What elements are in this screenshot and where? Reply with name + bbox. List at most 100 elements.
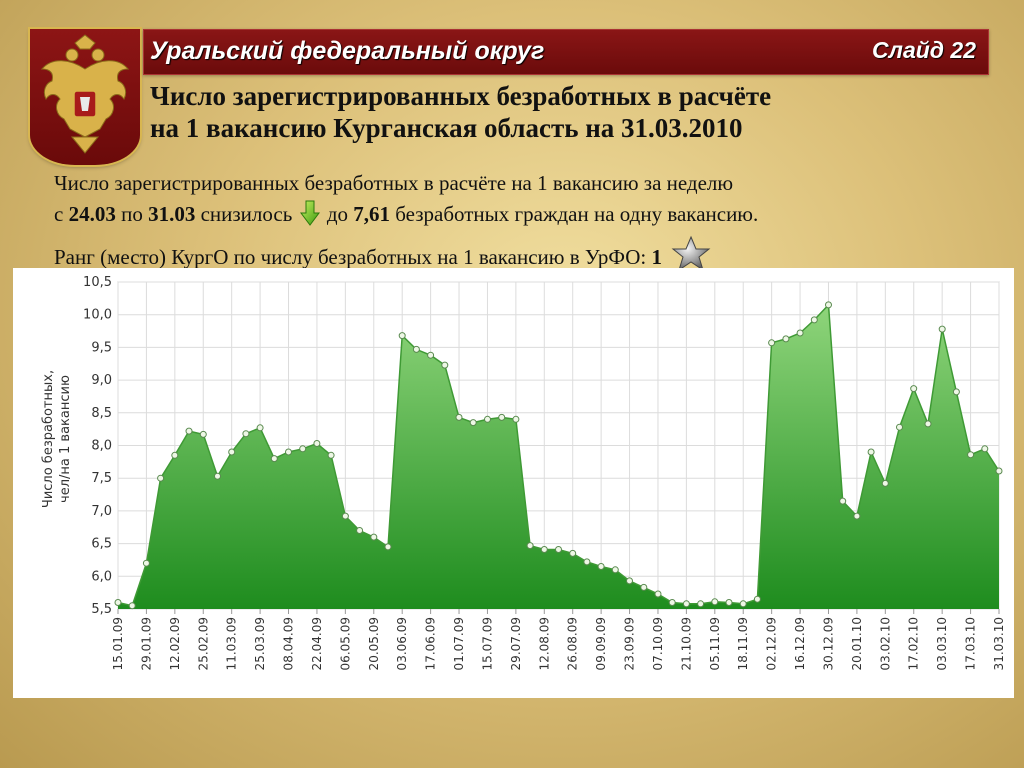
data-point (441, 361, 449, 369)
x-tick-label: 26.08.09 (566, 617, 580, 670)
data-point (341, 512, 349, 520)
data-point (327, 451, 335, 459)
x-tick-label: 05.11.09 (708, 617, 722, 670)
x-tick-label: 09.09.09 (594, 617, 608, 670)
data-point (398, 332, 406, 340)
unemployment-area-chart: 5,5 6,0 6,5 7,0 7,5 8,0 8,5 9,0 9,5 10,0 10,5 15.01… (83, 275, 1006, 670)
x-tick-label: 22.04.09 (310, 617, 324, 670)
data-point (682, 600, 690, 608)
data-point (157, 474, 165, 482)
data-point (199, 430, 207, 438)
chart-panel: Число безработных, чел/на 1 вакансию 5,5… (13, 268, 1014, 698)
data-point (128, 602, 136, 610)
data-point (569, 549, 577, 557)
data-point (654, 590, 662, 598)
double-headed-eagle-icon (40, 34, 130, 154)
y-tick-label: 10,5 (83, 275, 112, 290)
value-suffix: безработных граждан на одну вакансию. (395, 202, 759, 226)
data-point (952, 388, 960, 396)
y-tick-label: 8,0 (91, 439, 112, 454)
x-tick-label: 03.02.10 (878, 617, 892, 670)
y-tick-label: 5,5 (91, 602, 112, 617)
summary-line2: с 24.03 по 31.03 снизилось до 7,61 безра… (54, 199, 954, 235)
data-point (228, 448, 236, 456)
data-point (142, 559, 150, 567)
data-point (881, 479, 889, 487)
data-point (825, 301, 832, 309)
x-tick-label: 15.01.09 (111, 617, 125, 670)
page-title-line1: Число зарегистрированных безработных в р… (150, 81, 772, 111)
star-icon (671, 235, 711, 282)
x-tick-label: 08.04.09 (282, 617, 296, 670)
data-point (512, 415, 520, 423)
data-point (697, 600, 705, 608)
current-value: 7,61 (353, 202, 390, 226)
data-point (214, 472, 221, 480)
data-point (469, 419, 477, 427)
data-point (484, 415, 491, 423)
data-point (711, 598, 719, 606)
data-point (370, 533, 378, 541)
data-point (583, 558, 591, 566)
x-tick-label: 12.02.09 (168, 617, 182, 670)
x-tick-label: 17.06.09 (424, 617, 438, 670)
data-point (967, 451, 975, 459)
data-point (299, 445, 307, 453)
x-tick-label: 15.07.09 (480, 617, 494, 670)
x-tick-label: 17.02.10 (907, 617, 921, 670)
data-point (640, 583, 648, 591)
page-title: Число зарегистрированных безработных в р… (150, 80, 950, 144)
x-tick-label: 29.07.09 (509, 617, 523, 670)
x-tick-label: 20.05.09 (367, 617, 381, 670)
data-point (242, 430, 250, 438)
data-point (313, 440, 321, 447)
summary-line3: Ранг (место) КургО по числу безработных … (54, 235, 954, 282)
data-point (427, 351, 435, 359)
x-tick-label: 07.10.09 (651, 617, 665, 670)
x-tick-label: 29.01.09 (139, 617, 153, 670)
x-tick-label: 03.03.10 (935, 617, 949, 670)
data-point (498, 413, 506, 421)
y-tick-label: 9,0 (91, 373, 112, 388)
data-point (810, 316, 818, 324)
x-tick-label: 31.03.10 (992, 617, 1006, 670)
summary-line1: Число зарегистрированных безработных в р… (54, 171, 734, 195)
to-word: до (326, 202, 348, 226)
x-tick-label: 30.12.09 (821, 617, 835, 670)
page-title-line2: на 1 вакансию Курганская область на 31.0… (150, 113, 743, 143)
header-banner: Уральский федеральный округ Слайд 22 (143, 29, 989, 75)
data-point (995, 467, 1003, 475)
x-tick-label: 18.11.09 (736, 617, 750, 670)
x-tick-label: 03.06.09 (395, 617, 409, 670)
data-point (356, 527, 364, 534)
from-prefix: с (54, 202, 64, 226)
x-tick-label: 25.02.09 (196, 617, 210, 670)
data-point (839, 497, 847, 505)
data-point (412, 345, 420, 353)
data-point (782, 335, 790, 343)
data-point (981, 445, 989, 453)
date-from: 24.03 (68, 202, 116, 226)
y-axis-label: Число безработных, чел/на 1 вакансию (40, 334, 74, 544)
data-point (285, 448, 292, 456)
data-point (796, 329, 804, 337)
data-point (597, 563, 605, 570)
x-tick-label: 23.09.09 (623, 617, 637, 670)
data-point (555, 546, 562, 553)
data-point (896, 423, 903, 431)
y-axis-label-line1: Число безработных, (41, 369, 56, 509)
x-tick-label: 20.01.10 (850, 617, 864, 670)
data-point (938, 325, 946, 333)
data-point (725, 599, 733, 606)
data-point (540, 546, 548, 553)
x-tick-label: 25.03.09 (253, 617, 267, 670)
region-title: Уральский федеральный округ (150, 37, 545, 65)
date-to: 31.03 (148, 202, 196, 226)
x-tick-label: 06.05.09 (338, 617, 352, 670)
data-point (384, 543, 392, 551)
data-point (910, 385, 918, 393)
data-point (256, 424, 264, 432)
data-point (924, 420, 932, 428)
x-tick-label: 02.12.09 (765, 617, 779, 670)
y-tick-label: 7,5 (91, 471, 112, 486)
